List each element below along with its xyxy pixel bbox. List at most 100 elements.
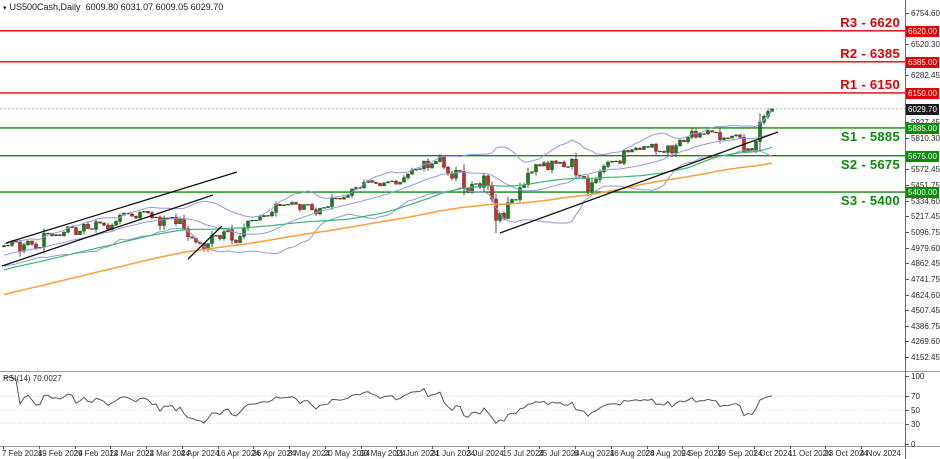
- rsi-axis-label: 0: [911, 440, 916, 449]
- price-axis-tick: [905, 341, 909, 343]
- candle-body: [418, 168, 422, 170]
- level-label-s3[interactable]: S3 - 5400: [840, 193, 900, 209]
- candle-body: [454, 170, 458, 179]
- candle-body: [474, 183, 478, 185]
- candle-body: [698, 133, 702, 138]
- date-axis-label: 15 Jul 2024: [502, 449, 544, 458]
- level-label-s2[interactable]: S2 - 5675: [840, 156, 900, 172]
- candle-body: [58, 234, 62, 236]
- candle-body: [118, 214, 122, 222]
- price-axis-tick: [905, 263, 909, 265]
- price-axis-label: 6282.45: [911, 71, 940, 81]
- date-axis-label: 16 Aug 2024: [609, 449, 655, 458]
- candle-body: [666, 145, 670, 153]
- date-axis-label: 11 Jun 2024: [395, 449, 439, 458]
- date-axis-label: 20 May 2024: [323, 449, 371, 458]
- time-axis-tick: [539, 446, 541, 449]
- candle-body: [30, 240, 34, 245]
- candle-body: [434, 161, 438, 164]
- candle-body: [182, 218, 186, 229]
- price-axis-tick: [905, 137, 909, 139]
- candle-body: [686, 136, 690, 143]
- candle-body: [34, 243, 38, 249]
- candle-body: [558, 161, 562, 164]
- price-axis-label: 5451.75: [911, 181, 940, 191]
- candle-body: [546, 162, 550, 170]
- pane-separator[interactable]: [0, 371, 940, 372]
- candle-body: [606, 161, 610, 167]
- candle-body: [174, 216, 178, 224]
- date-axis-label: 3 Jul 2024: [466, 449, 504, 458]
- candle-body: [462, 171, 466, 189]
- candle-body: [754, 141, 758, 151]
- candle-body: [46, 232, 50, 235]
- date-axis-label: 25 Jul 2024: [538, 449, 580, 458]
- trendline-2: [1, 194, 214, 267]
- price-tag-r2: 6385.00: [906, 56, 939, 68]
- candle-body: [714, 131, 718, 134]
- candle-body: [710, 130, 714, 133]
- candle-body: [178, 218, 182, 224]
- candle-body: [270, 212, 274, 216]
- candle-body: [642, 146, 646, 150]
- price-axis-tick: [905, 326, 909, 327]
- candle-body: [638, 147, 642, 150]
- rsi-axis-tick: [905, 396, 909, 398]
- price-tag-r1: 6150.00: [906, 87, 939, 99]
- date-axis-label: 11 Oct 2024: [788, 449, 832, 458]
- candle-body: [98, 221, 102, 224]
- price-axis-tick: [905, 232, 909, 234]
- main-chart-pane[interactable]: [0, 0, 905, 371]
- bollinger-lower-band: [3, 149, 773, 267]
- time-axis-tick: [360, 446, 362, 449]
- date-axis-label: 22 Mar 2024: [145, 449, 190, 458]
- price-axis-tick: [905, 310, 909, 312]
- candle-body: [382, 182, 386, 186]
- price-axis-label: 5096.75: [911, 228, 940, 238]
- rsi-axis-label: 70: [911, 392, 920, 402]
- time-axis-tick: [789, 446, 791, 449]
- time-axis-tick: [289, 446, 290, 449]
- price-axis-tick: [905, 169, 909, 171]
- date-axis-label: 26 Apr 2024: [252, 449, 296, 458]
- candle-body: [234, 239, 238, 243]
- sma-fast-line: [3, 147, 773, 271]
- candle-body: [374, 182, 378, 184]
- bollinger-middle-band: [3, 133, 773, 256]
- candle-body: [266, 215, 270, 217]
- rsi-axis-label: 50: [911, 406, 920, 415]
- candle-body: [190, 236, 194, 239]
- candle-body: [694, 131, 698, 138]
- rsi-indicator-pane[interactable]: [0, 372, 905, 446]
- candle-body: [682, 139, 686, 143]
- candle-body: [326, 206, 330, 208]
- price-axis-tick: [905, 43, 909, 45]
- candle-body: [18, 241, 22, 252]
- ohlc-quote: 6009.80 6031.07 6009.05 6029.70: [85, 2, 224, 12]
- time-axis-tick: [753, 446, 755, 449]
- level-label-s1[interactable]: S1 - 5885: [840, 128, 900, 144]
- date-axis-label: 28 Aug 2024: [645, 449, 691, 458]
- trendline-1: [5, 171, 238, 244]
- level-label-r1[interactable]: R1 - 6150: [840, 76, 900, 92]
- candle-body: [146, 211, 150, 214]
- candle-body: [130, 213, 134, 217]
- candle-body: [42, 233, 46, 248]
- candle-body: [370, 180, 374, 183]
- sma-slow-line: [3, 162, 773, 296]
- date-axis-label: 1 Oct 2024: [752, 449, 792, 458]
- candle-body: [478, 183, 482, 188]
- candle-body: [262, 215, 266, 217]
- price-tag-s3: 5400.00: [906, 187, 939, 199]
- rsi-axis-tick: [905, 410, 909, 411]
- candle-body: [398, 181, 402, 185]
- candle-body: [590, 182, 594, 192]
- level-label-r2[interactable]: R2 - 6385: [840, 45, 900, 61]
- candle-body: [562, 161, 566, 167]
- candle-body: [610, 161, 614, 163]
- candle-body: [82, 223, 86, 232]
- symbol-marker-icon: ▾: [3, 5, 7, 12]
- trendline-4: [499, 131, 779, 234]
- level-label-r3[interactable]: R3 - 6620: [840, 14, 900, 30]
- time-axis-tick: [575, 446, 576, 449]
